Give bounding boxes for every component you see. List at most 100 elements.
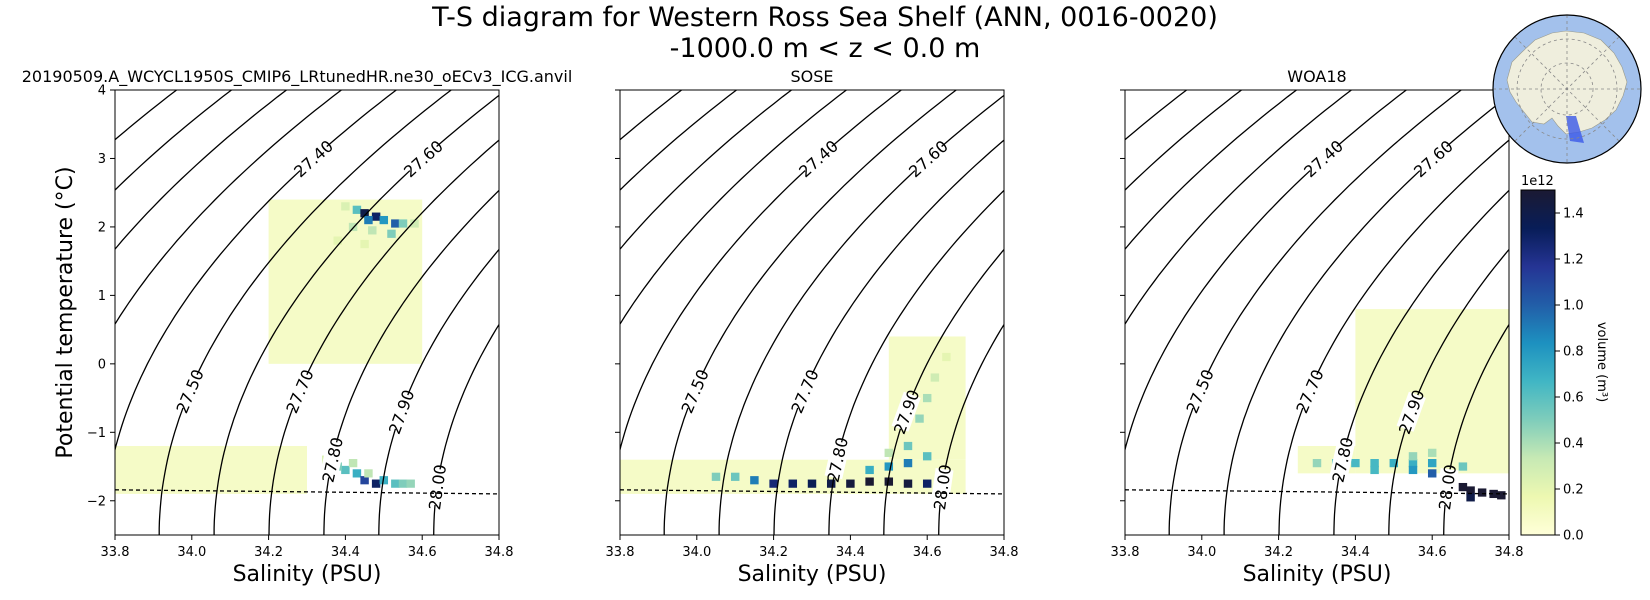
x-tick-label: 34.0 [1187,545,1216,560]
heatmap-cell [807,479,817,488]
heatmap-cell [903,479,913,488]
contour-label-bg [1396,391,1426,432]
heatmap-cell [368,226,377,235]
heatmap-cell [379,215,389,225]
heatmap-cell [1458,482,1468,492]
heatmap-cell [1458,462,1468,471]
x-tick-label: 34.0 [177,545,206,560]
y-tick-label: 3 [98,152,106,167]
heatmap-cell [371,479,381,488]
contour-label-bg [679,371,710,412]
heatmap-cell [398,219,408,228]
contour-label: 27.50 [677,367,712,417]
heatmap-cell [884,448,894,457]
heatmap-cell [865,465,874,475]
freezing-line [115,489,499,495]
y-tick-label: 1 [98,289,106,304]
x-tick-label: 34.8 [485,545,514,560]
contour-label-bg [824,440,850,480]
heatmap-cell [364,215,373,225]
contour-label-bg [386,391,416,432]
contour-label: 27.60 [400,136,447,181]
heatmap-cell [1370,465,1379,475]
contour-label-bg [1413,139,1453,178]
y-axis-label: Potential temperature (°C) [53,166,78,458]
density-contour [1125,90,1353,326]
contour-label: 27.80 [319,435,347,484]
contour-label: 27.70 [1292,367,1327,417]
x-tick-label: 34.0 [682,545,711,560]
heatmap-cell [1427,459,1437,468]
heatmap-cell [406,479,415,488]
x-tick-label: 34.4 [1341,545,1370,560]
contour-label-bg [284,371,315,412]
density-contour [773,139,1004,535]
heatmap-cell [942,352,951,362]
heatmap-cell [1408,465,1418,475]
density-contour [1125,90,1243,191]
contour-label: 27.50 [172,367,207,417]
colorbar-tick-label: 0.8 [1563,345,1584,360]
x-tick-label: 34.2 [1264,545,1293,560]
heatmap-cell [788,479,798,488]
heatmap-cell [360,476,369,485]
freezing-line [620,489,1004,495]
contour-label-bg [908,139,948,178]
heatmap-cell [1466,486,1475,495]
heatmap-cell [333,236,342,245]
panel-title: SOSE [790,67,833,86]
heatmap-cell [387,229,396,238]
colorbar-tick-label: 0.2 [1563,483,1584,498]
colorbar: 1e12 volume (m³) 0.0 0.2 0.4 0.6 0.8 1.0 1.2 1.… [1520,174,1609,544]
heatmap-cell [1427,469,1437,478]
low-volume-region [1355,309,1509,474]
density-contour [620,90,738,191]
heatmap-cell [1497,491,1506,500]
contour-label: 27.60 [905,136,952,181]
density-contour [620,90,848,326]
heatmap-cell [371,212,381,221]
density-contour [1388,248,1509,535]
heatmap-cell [352,205,362,214]
contour-label-bg [293,139,333,178]
heatmap-cell [846,479,855,488]
colorbar-exponent: 1e12 [1521,174,1554,189]
heatmap-cell [922,452,932,461]
colorbar-tick-label: 0.4 [1563,437,1584,452]
density-contour [378,248,499,535]
contour-label-bg [174,371,205,412]
x-tick-label: 34.6 [408,545,437,560]
heatmap-cell [348,222,358,232]
contour-label-bg [891,391,921,432]
figure-subtitle: -1000.0 m < z < 0.0 m [669,33,981,64]
density-contour [115,90,233,191]
density-contour [1125,90,1298,251]
colorbar-tick-label: 1.0 [1563,299,1584,314]
contour-label: 27.70 [787,367,822,417]
y-tick-label: −1 [87,426,106,441]
density-contour [268,139,499,535]
contour-label-bg [425,468,449,507]
x-tick-label: 33.8 [101,545,130,560]
density-contour [620,90,793,251]
density-contour [115,90,288,251]
contour-label-bg [930,468,954,507]
contour-label-bg [798,139,838,178]
heatmap-cell [398,479,408,488]
contour-label-bg [403,139,443,178]
panel-title: 20190509.A_WCYCL1950S_CMIP6_LRtunedHR.ne… [22,67,573,87]
density-contour [883,248,1004,535]
heatmap-cell [1408,459,1418,468]
density-contour [323,189,499,535]
colorbar-tick-label: 1.4 [1563,207,1584,222]
heatmap-cell [922,393,932,403]
heatmap-cell [348,459,358,468]
heatmap-cell [1408,452,1418,461]
contour-label-bg [1303,139,1343,178]
x-tick-label: 34.4 [331,545,360,560]
heatmap-cell [341,465,350,475]
colorbar-tick-label: 1.2 [1563,253,1584,268]
colorbar-ticks: 0.0 0.2 0.4 0.6 0.8 1.0 1.2 1.4 [1555,207,1584,544]
